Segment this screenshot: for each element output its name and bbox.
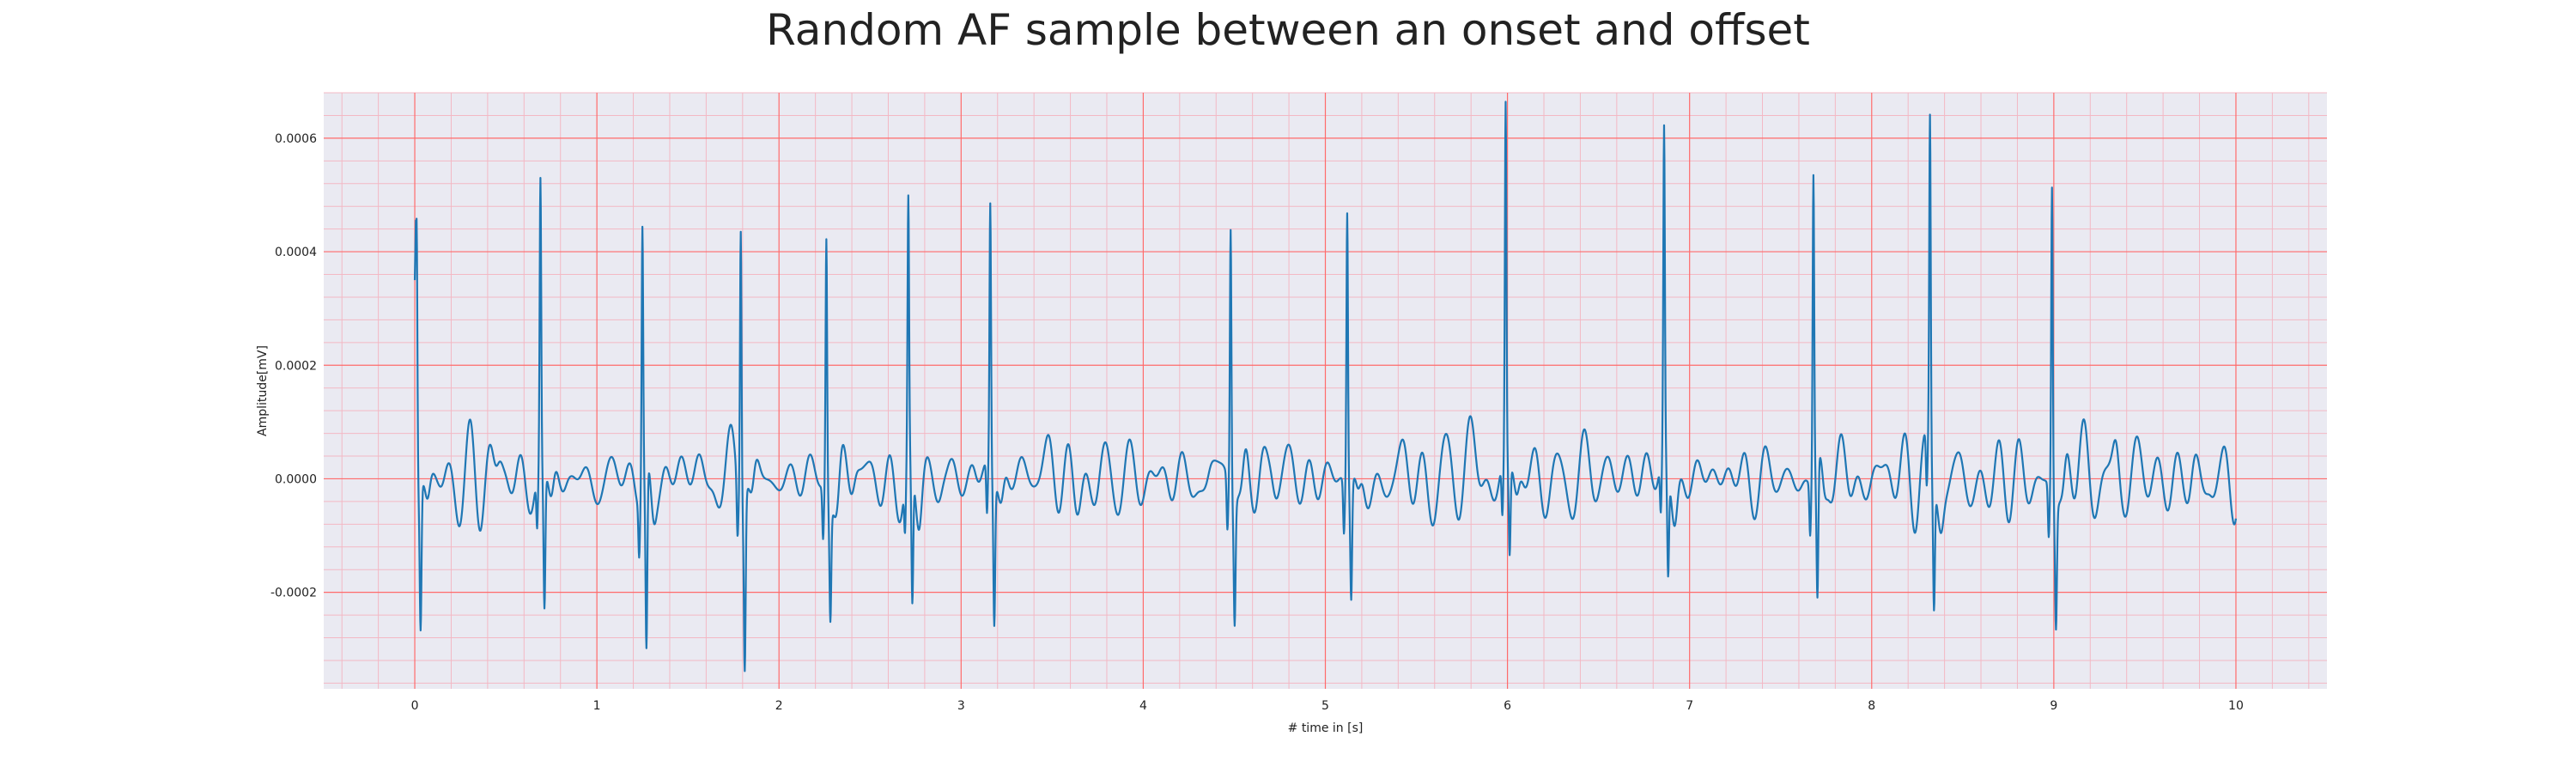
x-tick-label: 0 xyxy=(411,699,419,713)
y-tick-label: 0.0000 xyxy=(275,472,317,486)
y-tick-label: 0.0006 xyxy=(275,132,317,146)
x-tick-label: 4 xyxy=(1139,699,1147,713)
y-tick-label: 0.0004 xyxy=(275,246,317,259)
y-axis-label: Amplitude[mV] xyxy=(256,345,270,436)
x-axis-ticks: 0 1 2 3 4 5 6 7 8 9 10 xyxy=(411,699,2244,713)
x-tick-label: 7 xyxy=(1686,699,1693,713)
x-tick-label: 6 xyxy=(1504,699,1511,713)
y-tick-label: 0.0002 xyxy=(275,359,317,373)
x-tick-label: 9 xyxy=(2050,699,2057,713)
x-tick-label: 1 xyxy=(593,699,601,713)
x-tick-label: 5 xyxy=(1321,699,1329,713)
x-axis-label: # time in [s] xyxy=(1288,721,1364,735)
y-tick-label: -0.0002 xyxy=(270,587,317,600)
y-axis-ticks: -0.0002 0.0000 0.0002 0.0004 0.0006 xyxy=(270,132,317,600)
major-grid xyxy=(324,93,2327,689)
chart-title: Random AF sample between an onset and of… xyxy=(766,5,1810,55)
x-tick-label: 8 xyxy=(1868,699,1875,713)
x-tick-label: 10 xyxy=(2228,699,2244,713)
x-tick-label: 3 xyxy=(957,699,965,713)
x-tick-label: 2 xyxy=(775,699,783,713)
ecg-series-line xyxy=(413,100,2238,673)
